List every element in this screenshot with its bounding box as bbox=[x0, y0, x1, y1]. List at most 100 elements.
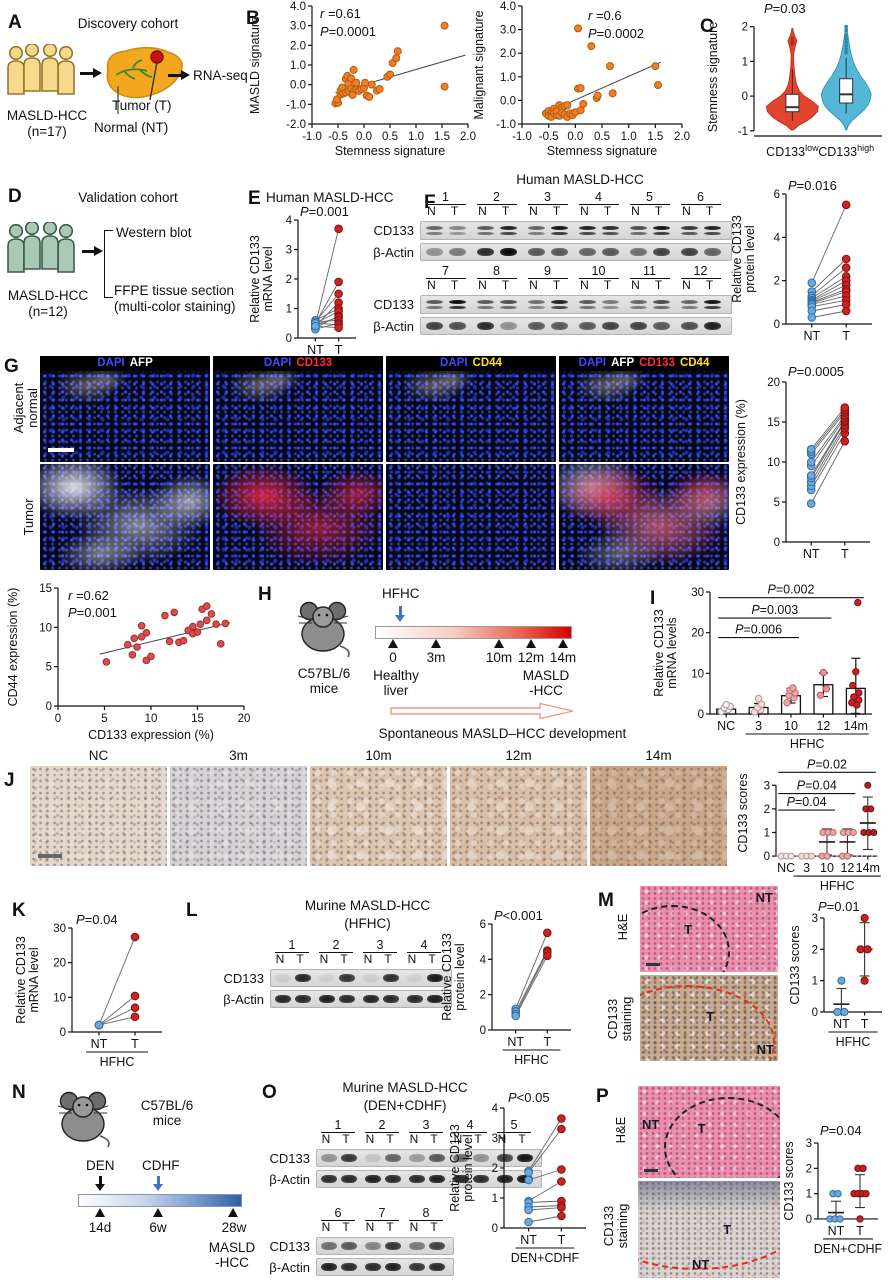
panel-label-a: A bbox=[8, 12, 22, 33]
svg-text:-0.5: -0.5 bbox=[328, 131, 348, 143]
svg-text:0.5: 0.5 bbox=[594, 131, 610, 143]
tick-icon bbox=[153, 1208, 163, 1217]
arrow-icon bbox=[168, 70, 190, 79]
svg-text:P=0.01: P=0.01 bbox=[818, 899, 860, 914]
nt-label: NT bbox=[755, 890, 773, 905]
panel-label-f: F bbox=[424, 192, 436, 213]
svg-text:P=0.001: P=0.001 bbox=[68, 605, 117, 620]
he-image-dencdhf: NT T bbox=[638, 1086, 780, 1178]
faint-signal-overlay bbox=[213, 356, 383, 462]
svg-text:1.0: 1.0 bbox=[500, 72, 516, 84]
svg-text:T: T bbox=[335, 343, 343, 357]
den-cdhf-timeline-bar bbox=[78, 1194, 242, 1207]
svg-text:0: 0 bbox=[774, 537, 780, 549]
svg-text:NT: NT bbox=[507, 1035, 524, 1049]
svg-text:P=0.04: P=0.04 bbox=[76, 912, 118, 927]
svg-text:0.0: 0.0 bbox=[500, 95, 516, 107]
svg-text:T: T bbox=[558, 1233, 566, 1247]
svg-text:P=0.04: P=0.04 bbox=[787, 795, 827, 809]
timepoint-14d: 14d bbox=[88, 1220, 112, 1235]
svg-text:3.0: 3.0 bbox=[500, 25, 516, 37]
svg-text:1: 1 bbox=[764, 827, 770, 839]
t-label: T bbox=[723, 1221, 732, 1237]
cohort-n: (n=17) bbox=[27, 124, 67, 139]
panel-label-c: C bbox=[700, 16, 714, 37]
vacuole-texture bbox=[170, 766, 307, 866]
svg-text:Stemness signature: Stemness signature bbox=[335, 144, 446, 158]
svg-text:protein level: protein level bbox=[453, 943, 467, 1010]
murine-hfhc-westernblot: 1 2 3 4 N T N T N T N T CD133 β-Actin bbox=[218, 938, 452, 1008]
svg-text:-1: -1 bbox=[738, 126, 748, 138]
malignant-vs-stemness-scatter: -1.0 0.0 1.0 2.0 3.0 4.0 Malignant signature -1… bbox=[472, 0, 692, 165]
svg-text:CD133 scores: CD133 scores bbox=[736, 773, 750, 852]
tumor-dot-icon bbox=[150, 50, 164, 64]
svg-text:Stemness signature: Stemness signature bbox=[547, 144, 658, 158]
svg-text:3: 3 bbox=[755, 719, 762, 733]
svg-text:0.5: 0.5 bbox=[382, 131, 398, 143]
scale-bar bbox=[644, 1169, 658, 1172]
svg-text:T: T bbox=[841, 547, 849, 561]
panel-label-m: M bbox=[598, 890, 614, 911]
panel-label-d: D bbox=[8, 186, 22, 207]
svg-text:-2.0: -2.0 bbox=[286, 119, 306, 131]
row-label-adjacent-normal: Adjacent normal bbox=[11, 382, 40, 434]
row-label-cd133-staining: CD133 staining bbox=[601, 1203, 630, 1249]
arrow-icon bbox=[80, 68, 102, 77]
svg-text:HFHC: HFHC bbox=[100, 1055, 135, 1069]
panel-a-title: Discovery cohort bbox=[77, 16, 179, 31]
svg-text:HFHC: HFHC bbox=[514, 1053, 549, 1067]
afp-signal-overlay bbox=[40, 464, 210, 570]
svg-text:P=0.002: P=0.002 bbox=[768, 584, 815, 597]
panel-label-b: B bbox=[246, 8, 260, 29]
svg-text:2: 2 bbox=[286, 274, 292, 286]
svg-text:1: 1 bbox=[806, 1189, 812, 1201]
mouse-icon bbox=[297, 601, 350, 658]
svg-text:-1.0: -1.0 bbox=[302, 131, 322, 143]
svg-text:30: 30 bbox=[691, 587, 704, 599]
svg-text:-1.0: -1.0 bbox=[496, 119, 516, 131]
svg-text:5: 5 bbox=[101, 713, 107, 725]
row-label-he: H&E bbox=[615, 913, 630, 941]
scale-bar bbox=[38, 854, 62, 858]
fluorescence-image-normal-merge: DAPI AFP CD133 CD44 bbox=[559, 356, 729, 462]
murine-cd133-protein-paired-plot: 0 2 4 6 Relative CD133 protein level NT T HFHC P<… bbox=[440, 906, 585, 1075]
svg-text:NT: NT bbox=[803, 329, 820, 343]
svg-text:0: 0 bbox=[46, 701, 52, 713]
svg-text:T: T bbox=[543, 1035, 551, 1049]
afp-label: AFP bbox=[611, 357, 635, 369]
svg-text:Relative CD133: Relative CD133 bbox=[448, 1124, 462, 1212]
svg-text:1: 1 bbox=[492, 1193, 498, 1205]
svg-text:6: 6 bbox=[774, 189, 780, 201]
svg-text:0: 0 bbox=[742, 91, 748, 103]
svg-text:14m: 14m bbox=[856, 861, 880, 875]
cd133-staining-image-dencdhf: T NT bbox=[638, 1181, 780, 1278]
patients-icon bbox=[7, 222, 75, 273]
svg-text:1: 1 bbox=[812, 976, 818, 988]
svg-text:5: 5 bbox=[774, 497, 780, 509]
svg-text:0.0: 0.0 bbox=[356, 131, 372, 143]
svg-text:P=0.02: P=0.02 bbox=[807, 757, 847, 771]
tick-icon bbox=[526, 639, 536, 648]
liver-vessels-icon bbox=[115, 59, 153, 80]
svg-text:14m: 14m bbox=[844, 719, 868, 733]
cd133-label: CD133 bbox=[296, 357, 333, 369]
svg-text:2.0: 2.0 bbox=[674, 131, 690, 143]
svg-text:0.0: 0.0 bbox=[290, 80, 306, 92]
svg-text:P=0.04: P=0.04 bbox=[820, 1123, 862, 1138]
svg-text:15: 15 bbox=[191, 713, 204, 725]
timepoint-0: 0 bbox=[389, 650, 397, 665]
svg-text:10: 10 bbox=[145, 713, 158, 725]
afp-label: AFP bbox=[129, 357, 153, 369]
svg-text:0: 0 bbox=[764, 851, 770, 863]
tick-icon bbox=[228, 1208, 238, 1217]
svg-text:P=0.0002: P=0.0002 bbox=[588, 26, 644, 41]
mouse-icon bbox=[57, 1091, 110, 1148]
svg-text:NT: NT bbox=[91, 1037, 108, 1051]
t-label: T bbox=[684, 922, 693, 938]
svg-text:DEN+CDHF: DEN+CDHF bbox=[511, 1251, 580, 1265]
cd133-scores-dot-plot: 0 1 2 3 CD133 scores NC 3 10 12 14m P=0.02 P=0.04 P=… bbox=[736, 756, 888, 901]
svg-text:-1.0: -1.0 bbox=[286, 99, 306, 111]
svg-text:12: 12 bbox=[816, 719, 830, 733]
svg-text:mRNA levels: mRNA levels bbox=[665, 617, 679, 689]
fluorescence-image-tumor-afp bbox=[40, 464, 210, 570]
